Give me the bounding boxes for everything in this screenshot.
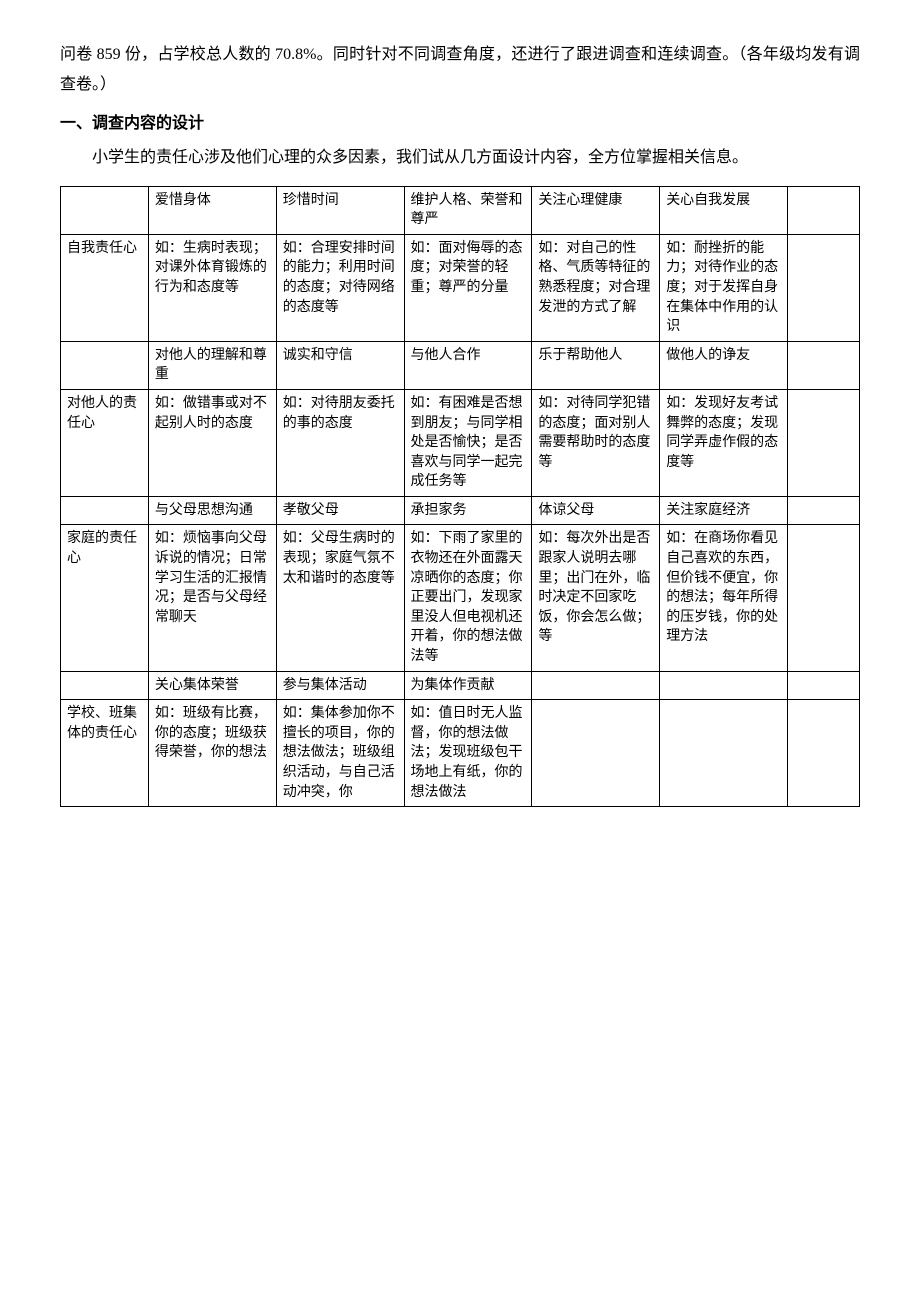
table-cell <box>660 700 788 807</box>
table-cell: 如：集体参加你不擅长的项目，你的想法做法；班级组织活动，与自己活动冲突，你 <box>276 700 404 807</box>
table-cell: 如：班级有比赛，你的态度；班级获得荣誉，你的想法 <box>148 700 276 807</box>
table-cell <box>660 671 788 700</box>
table-cell <box>788 341 860 389</box>
table-row: 爱惜身体 珍惜时间 维护人格、荣誉和尊严 关注心理健康 关心自我发展 <box>61 186 860 234</box>
table-cell <box>788 186 860 234</box>
table-cell <box>788 525 860 671</box>
table-row: 与父母思想沟通 孝敬父母 承担家务 体谅父母 关注家庭经济 <box>61 496 860 525</box>
table-cell: 如：下雨了家里的衣物还在外面露天凉晒你的态度；你正要出门，发现家里没人但电视机还… <box>404 525 532 671</box>
table-cell: 如：在商场你看见自己喜欢的东西，但价钱不便宜，你的想法；每年所得的压岁钱，你的处… <box>660 525 788 671</box>
table-cell: 关心自我发展 <box>660 186 788 234</box>
table-row: 对他人的理解和尊重 诚实和守信 与他人合作 乐于帮助他人 做他人的诤友 <box>61 341 860 389</box>
table-cell <box>532 700 660 807</box>
section-heading: 一、调查内容的设计 <box>60 109 860 139</box>
table-cell: 与他人合作 <box>404 341 532 389</box>
table-row: 自我责任心 如：生病时表现；对课外体育锻炼的行为和态度等 如：合理安排时间的能力… <box>61 234 860 341</box>
table-cell: 自我责任心 <box>61 234 149 341</box>
table-cell: 如：烦恼事向父母诉说的情况；日常学习生活的汇报情况；是否与父母经常聊天 <box>148 525 276 671</box>
table-cell: 如：发现好友考试舞弊的态度；发现同学弄虚作假的态度等 <box>660 389 788 496</box>
intro-paragraph-1: 问卷 859 份，占学校总人数的 70.8%。同时针对不同调查角度，还进行了跟进… <box>60 40 860 101</box>
table-cell: 如：耐挫折的能力；对待作业的态度；对于发挥自身在集体中作用的认识 <box>660 234 788 341</box>
table-cell: 爱惜身体 <box>148 186 276 234</box>
table-cell: 如：合理安排时间的能力；利用时间的态度；对待网络的态度等 <box>276 234 404 341</box>
table-cell: 关注家庭经济 <box>660 496 788 525</box>
table-cell <box>788 496 860 525</box>
table-cell <box>61 496 149 525</box>
table-cell: 如：面对侮辱的态度；对荣誉的轻重；尊严的分量 <box>404 234 532 341</box>
table-cell: 如：值日时无人监督，你的想法做法；发现班级包干场地上有纸，你的想法做法 <box>404 700 532 807</box>
table-cell <box>788 234 860 341</box>
table-cell: 家庭的责任心 <box>61 525 149 671</box>
table-cell: 诚实和守信 <box>276 341 404 389</box>
table-cell: 如：对待同学犯错的态度；面对别人需要帮助时的态度等 <box>532 389 660 496</box>
responsibility-table: 爱惜身体 珍惜时间 维护人格、荣誉和尊严 关注心理健康 关心自我发展 自我责任心… <box>60 186 860 808</box>
table-row: 对他人的责任心 如：做错事或对不起别人时的态度 如：对待朋友委托的事的态度 如：… <box>61 389 860 496</box>
table-cell: 珍惜时间 <box>276 186 404 234</box>
table-cell: 如：对待朋友委托的事的态度 <box>276 389 404 496</box>
table-row: 家庭的责任心 如：烦恼事向父母诉说的情况；日常学习生活的汇报情况；是否与父母经常… <box>61 525 860 671</box>
intro-paragraph-2: 小学生的责任心涉及他们心理的众多因素，我们试从几方面设计内容，全方位掌握相关信息… <box>60 143 860 173</box>
table-cell: 如：做错事或对不起别人时的态度 <box>148 389 276 496</box>
table-cell: 学校、班集体的责任心 <box>61 700 149 807</box>
table-cell <box>61 186 149 234</box>
table-cell: 做他人的诤友 <box>660 341 788 389</box>
table-cell: 为集体作贡献 <box>404 671 532 700</box>
table-cell: 对他人的责任心 <box>61 389 149 496</box>
table-cell: 与父母思想沟通 <box>148 496 276 525</box>
table-cell: 孝敬父母 <box>276 496 404 525</box>
table-cell <box>788 389 860 496</box>
table-cell: 如：有困难是否想到朋友；与同学相处是否愉快；是否喜欢与同学一起完成任务等 <box>404 389 532 496</box>
table-cell: 如：生病时表现；对课外体育锻炼的行为和态度等 <box>148 234 276 341</box>
table-row: 学校、班集体的责任心 如：班级有比赛，你的态度；班级获得荣誉，你的想法 如：集体… <box>61 700 860 807</box>
table-cell <box>61 671 149 700</box>
table-row: 关心集体荣誉 参与集体活动 为集体作贡献 <box>61 671 860 700</box>
table-cell <box>788 700 860 807</box>
table-cell: 如：对自己的性格、气质等特征的熟悉程度；对合理发泄的方式了解 <box>532 234 660 341</box>
table-cell: 维护人格、荣誉和尊严 <box>404 186 532 234</box>
table-cell: 关心集体荣誉 <box>148 671 276 700</box>
table-cell: 如：父母生病时的表现；家庭气氛不太和谐时的态度等 <box>276 525 404 671</box>
table-cell <box>61 341 149 389</box>
table-cell <box>788 671 860 700</box>
table-cell: 乐于帮助他人 <box>532 341 660 389</box>
table-cell: 参与集体活动 <box>276 671 404 700</box>
table-cell: 关注心理健康 <box>532 186 660 234</box>
table-cell <box>532 671 660 700</box>
table-cell: 体谅父母 <box>532 496 660 525</box>
table-cell: 承担家务 <box>404 496 532 525</box>
table-cell: 对他人的理解和尊重 <box>148 341 276 389</box>
table-cell: 如：每次外出是否跟家人说明去哪里；出门在外，临时决定不回家吃饭，你会怎么做；等 <box>532 525 660 671</box>
